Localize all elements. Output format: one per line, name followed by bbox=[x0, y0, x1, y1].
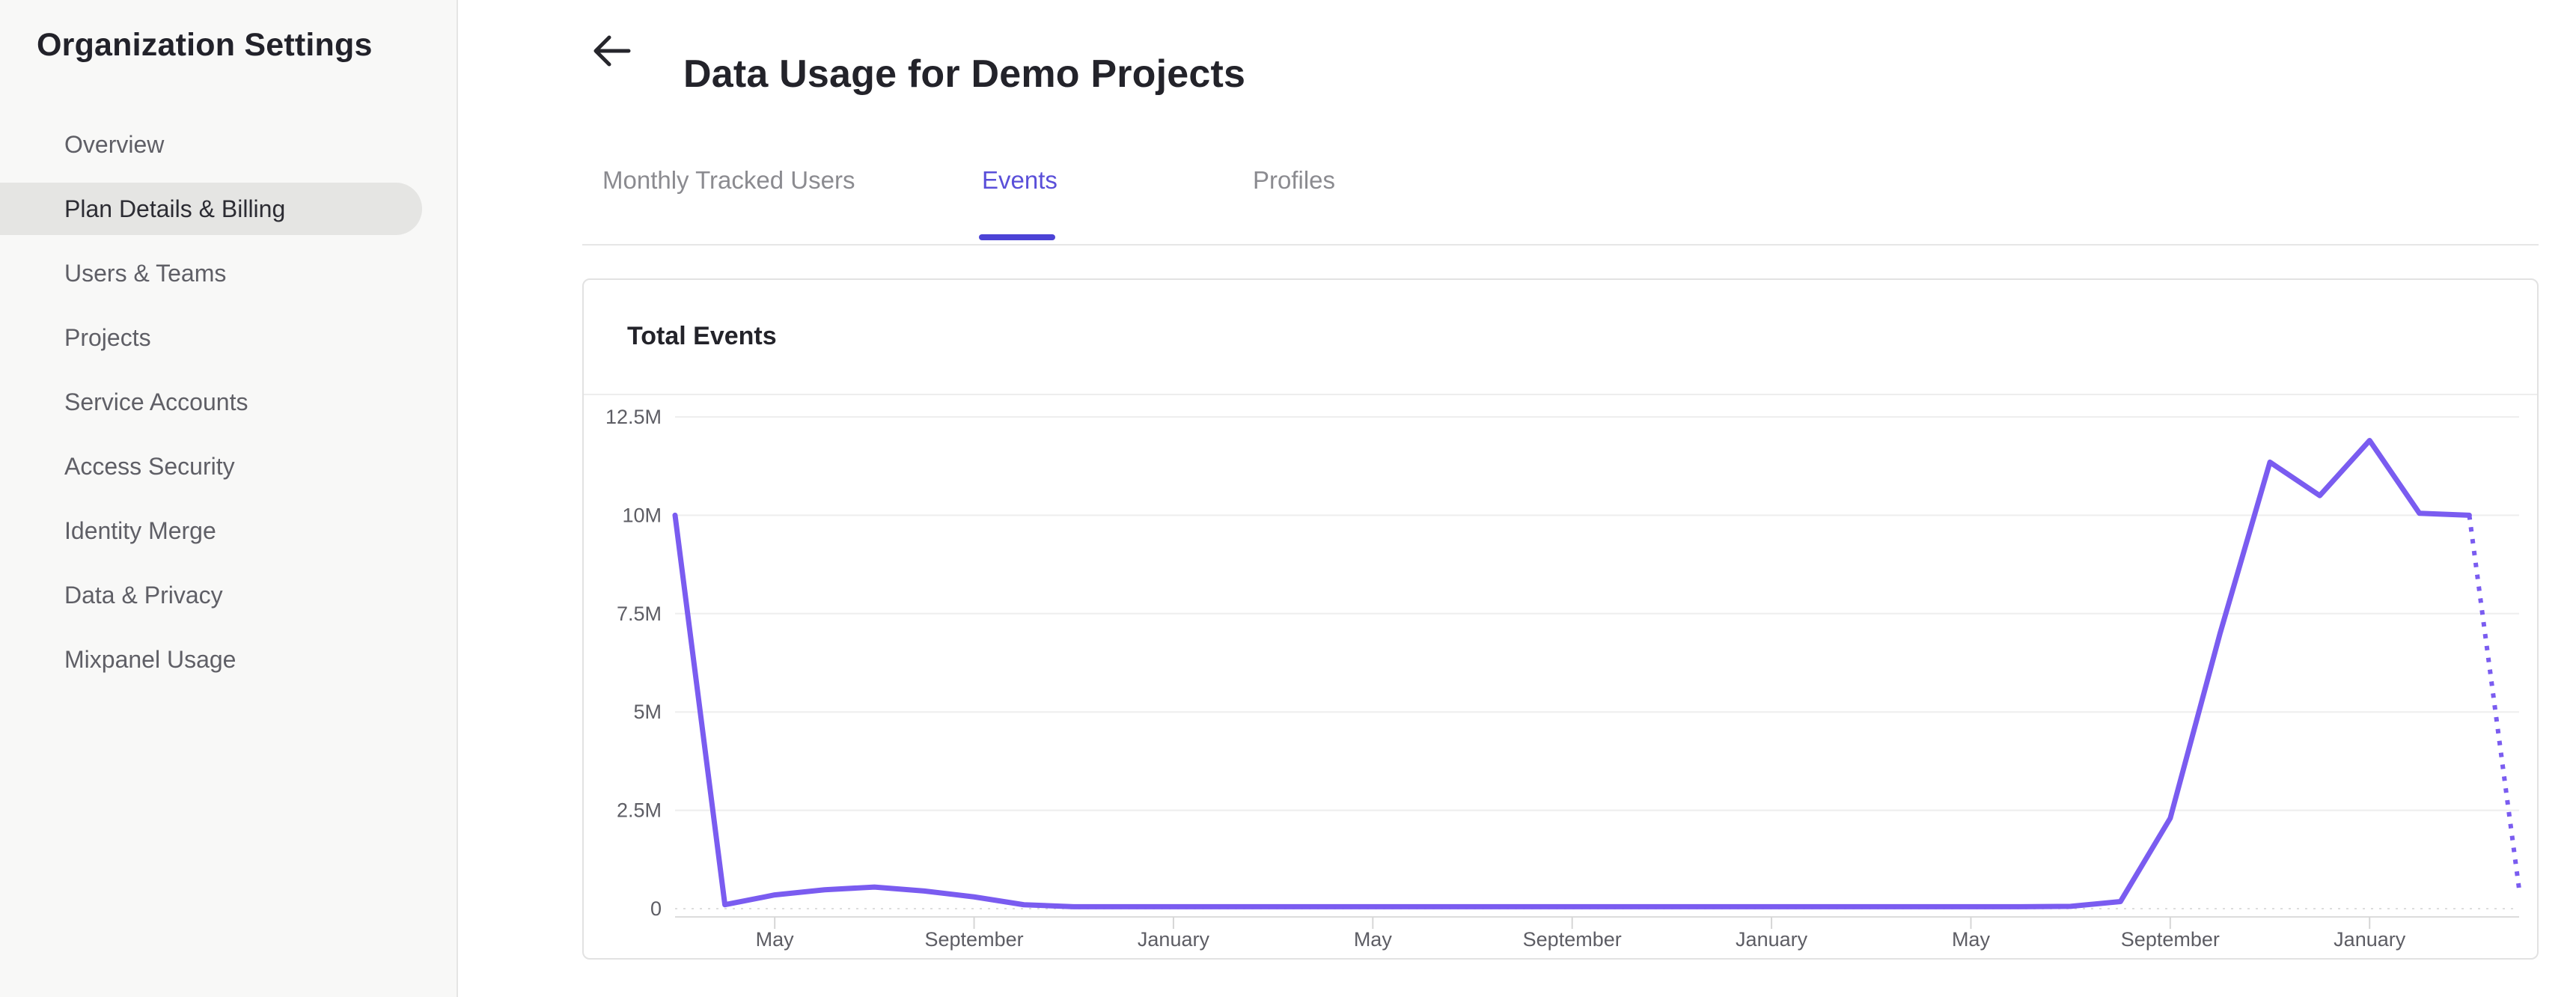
tab-monthly-tracked-users[interactable]: Monthly Tracked Users bbox=[602, 166, 855, 194]
sidebar-nav: Overview Plan Details & Billing Users & Te… bbox=[0, 118, 457, 698]
sidebar-item-label: Mixpanel Usage bbox=[64, 645, 236, 673]
main-content: Data Usage for Demo Projects Monthly Tra… bbox=[458, 0, 2576, 997]
sidebar-item-overview[interactable]: Overview bbox=[0, 118, 422, 171]
x-axis-labels: May September January May September January Ma… bbox=[756, 928, 2406, 951]
chart-wrap: 0 2.5M 5M 7.5M 10M 12.5M May September January Ma… bbox=[584, 395, 2537, 958]
sidebar-item-label: Overview bbox=[64, 130, 165, 158]
x-axis-tick-label: May bbox=[1952, 928, 1991, 951]
page-title: Data Usage for Demo Projects bbox=[683, 52, 1246, 96]
sidebar-item-mixpanel-usage[interactable]: Mixpanel Usage bbox=[0, 633, 422, 686]
back-arrow-icon bbox=[593, 35, 631, 67]
x-axis-ticks bbox=[774, 917, 2371, 929]
gridlines bbox=[675, 416, 2519, 909]
sidebar-item-label: Users & Teams bbox=[64, 259, 227, 287]
y-axis-tick-label: 0 bbox=[650, 897, 662, 920]
card-divider bbox=[584, 394, 2537, 395]
x-axis-tick-label: September bbox=[1523, 928, 1622, 951]
sidebar-item-plan-details-billing[interactable]: Plan Details & Billing bbox=[0, 183, 422, 235]
sidebar-item-label: Projects bbox=[64, 323, 151, 351]
sidebar-item-label: Access Security bbox=[64, 452, 235, 480]
tab-profiles[interactable]: Profiles bbox=[1253, 166, 1336, 194]
sidebar-item-label: Data & Privacy bbox=[64, 581, 223, 609]
x-axis-tick-label: May bbox=[756, 928, 795, 951]
x-axis-tick-label: September bbox=[925, 928, 1024, 951]
sidebar-item-projects[interactable]: Projects bbox=[0, 311, 422, 364]
y-axis-tick-label: 5M bbox=[633, 701, 662, 723]
y-axis-tick-label: 2.5M bbox=[617, 799, 662, 822]
card-title: Total Events bbox=[627, 322, 777, 350]
sidebar-item-service-accounts[interactable]: Service Accounts bbox=[0, 376, 422, 428]
sidebar-item-access-security[interactable]: Access Security bbox=[0, 440, 422, 493]
total-events-line bbox=[672, 438, 2472, 909]
x-axis-tick-label: January bbox=[2334, 928, 2406, 951]
y-axis-labels: 0 2.5M 5M 7.5M 10M 12.5M bbox=[605, 406, 662, 920]
total-events-card: Total Events 0 2.5M 5M 7.5M 10M 12.5M May Septe… bbox=[582, 278, 2539, 960]
y-axis-tick-label: 10M bbox=[622, 504, 662, 526]
back-button[interactable] bbox=[590, 30, 635, 72]
sidebar-title: Organization Settings bbox=[37, 27, 373, 63]
x-axis-tick-label: May bbox=[1354, 928, 1393, 951]
y-axis-tick-label: 7.5M bbox=[617, 603, 662, 625]
sidebar-item-label: Plan Details & Billing bbox=[64, 195, 286, 222]
sidebar: Organization Settings Overview Plan Detai… bbox=[0, 0, 458, 997]
sidebar-item-label: Identity Merge bbox=[64, 516, 216, 544]
tab-row: Monthly Tracked Users Events Profiles bbox=[582, 166, 2539, 246]
sidebar-item-identity-merge[interactable]: Identity Merge bbox=[0, 504, 422, 557]
tab-events[interactable]: Events bbox=[982, 166, 1057, 194]
sidebar-item-users-teams[interactable]: Users & Teams bbox=[0, 247, 422, 299]
page-header: Data Usage for Demo Projects bbox=[458, 0, 2576, 96]
sidebar-item-label: Service Accounts bbox=[64, 388, 248, 415]
active-tab-underline bbox=[979, 234, 1055, 240]
projected-dotted-segment bbox=[2467, 515, 2521, 890]
x-axis-tick-label: September bbox=[2121, 928, 2220, 951]
x-axis-tick-label: January bbox=[1736, 928, 1808, 951]
sidebar-item-data-privacy[interactable]: Data & Privacy bbox=[0, 569, 422, 621]
y-axis-tick-label: 12.5M bbox=[605, 406, 662, 428]
x-axis-tick-label: January bbox=[1138, 928, 1210, 951]
